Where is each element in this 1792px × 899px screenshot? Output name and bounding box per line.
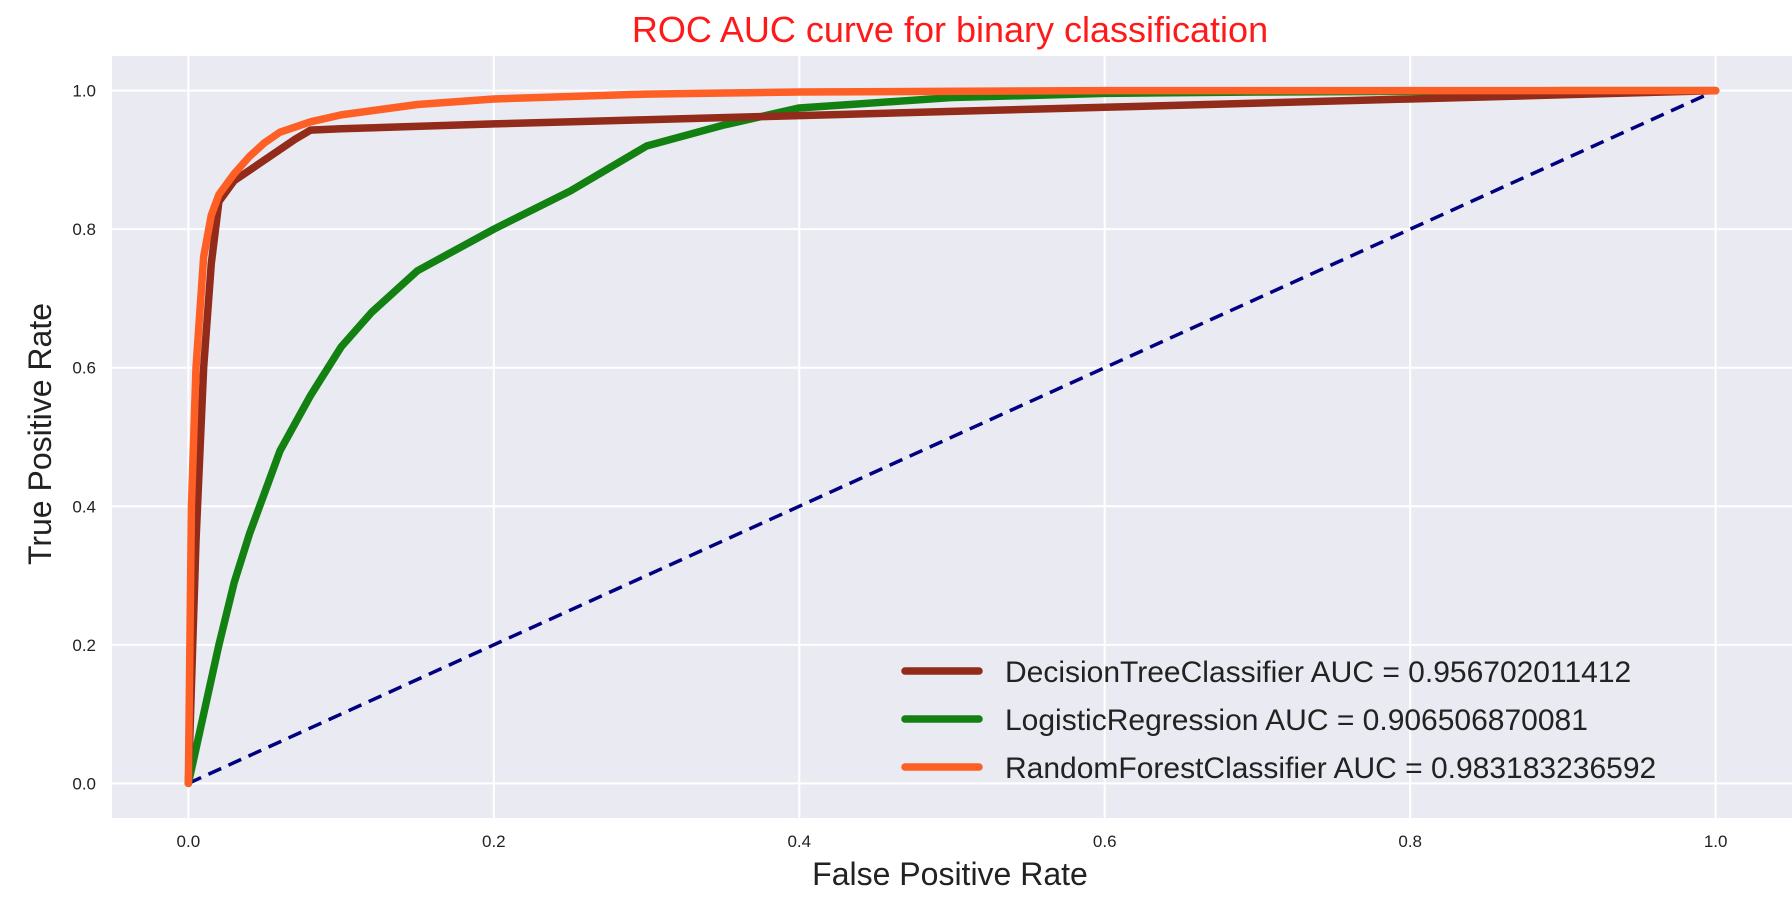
x-tick-labels: 0.0 0.2 0.4 0.6 0.8 1.0 xyxy=(177,832,1728,851)
series-lines xyxy=(184,86,1720,788)
series-line-2 xyxy=(184,86,1720,788)
legend-entry: RandomForestClassifier AUC = 0.983183236… xyxy=(1005,752,1656,785)
x-tick-label: 0.8 xyxy=(1398,832,1422,851)
series-line-0 xyxy=(184,86,1720,788)
x-tick-label: 0.6 xyxy=(1093,832,1117,851)
x-axis-label: False Positive Rate xyxy=(812,856,1088,892)
x-tick-label: 0.4 xyxy=(787,832,811,851)
x-tick-label: 1.0 xyxy=(1704,832,1728,851)
chart-title: ROC AUC curve for binary classification xyxy=(632,9,1268,50)
chance-diagonal-line xyxy=(187,89,1717,785)
y-tick-label: 0.0 xyxy=(72,774,96,793)
y-tick-label: 0.4 xyxy=(72,497,96,516)
y-tick-label: 0.6 xyxy=(72,359,96,378)
x-tick-label: 0.0 xyxy=(177,832,201,851)
legend-entry: LogisticRegression AUC = 0.906506870081 xyxy=(1005,704,1588,737)
y-axis-label: True Positive Rate xyxy=(22,303,58,565)
y-tick-label: 0.2 xyxy=(72,636,96,655)
y-tick-label: 1.0 xyxy=(72,82,96,101)
grid-lines xyxy=(112,56,1792,818)
legend-entry: DecisionTreeClassifier AUC = 0.956702011… xyxy=(1005,656,1631,689)
y-tick-labels: 0.0 0.2 0.4 0.6 0.8 1.0 xyxy=(72,82,96,794)
legend: DecisionTreeClassifier AUC = 0.956702011… xyxy=(901,656,1656,785)
x-tick-label: 0.2 xyxy=(482,832,506,851)
y-tick-label: 0.8 xyxy=(72,220,96,239)
